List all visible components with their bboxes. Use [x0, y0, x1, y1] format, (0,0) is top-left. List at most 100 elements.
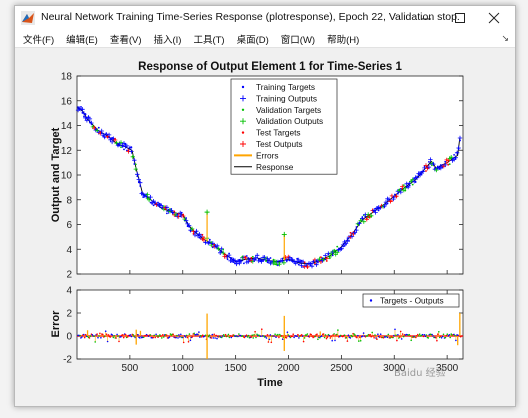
error-point — [435, 337, 437, 339]
error-point — [377, 333, 379, 336]
output-point — [210, 241, 215, 246]
error-point — [266, 334, 269, 336]
target-point — [315, 259, 318, 262]
error-point — [453, 333, 455, 336]
output-point — [317, 256, 322, 262]
error-point — [324, 334, 327, 336]
target-point — [399, 188, 402, 190]
target-point — [331, 254, 334, 257]
output-point — [456, 145, 461, 151]
target-point — [448, 163, 451, 165]
output-point — [299, 263, 304, 268]
error-point — [105, 333, 108, 336]
error-point — [436, 339, 438, 342]
menu-insert[interactable]: 插入(I) — [153, 34, 182, 46]
error-point — [337, 329, 339, 331]
output-point — [428, 157, 433, 162]
menubar-expand-icon[interactable]: ↘ — [501, 34, 509, 44]
error-point — [357, 334, 359, 337]
error-point — [93, 335, 95, 338]
error-point — [394, 328, 396, 331]
output-point — [315, 259, 321, 264]
error-point — [431, 333, 433, 336]
error-point — [274, 333, 276, 336]
output-point — [138, 180, 143, 185]
error-point — [189, 339, 192, 342]
output-point — [394, 194, 399, 199]
target-point — [80, 106, 82, 108]
error-point — [122, 336, 125, 339]
target-point — [324, 258, 327, 261]
error-point — [231, 335, 233, 338]
menu-desktop[interactable]: 桌面(D) — [236, 34, 269, 46]
error-point — [425, 334, 428, 336]
output-point — [398, 189, 403, 195]
target-point — [349, 231, 352, 234]
close-button[interactable] — [479, 6, 509, 30]
error-point — [246, 336, 249, 338]
target-point — [146, 197, 149, 200]
error-point — [137, 334, 139, 336]
error-ytick-label: -2 — [63, 355, 72, 366]
error-point — [358, 340, 360, 342]
error-point — [301, 335, 304, 337]
error-point — [401, 333, 404, 335]
error-point — [250, 336, 253, 338]
target-point — [84, 113, 87, 116]
minimize-button[interactable] — [411, 6, 441, 30]
legend-entry-label: Training Targets — [256, 82, 315, 92]
target-point — [445, 162, 448, 164]
menu-view[interactable]: 查看(V) — [109, 34, 142, 46]
error-xtick-label: 1000 — [172, 363, 195, 374]
output-point — [369, 213, 374, 218]
target-point — [142, 196, 145, 199]
target-point — [334, 249, 337, 252]
error-point — [88, 337, 91, 339]
error-point — [379, 333, 382, 336]
output-point — [133, 166, 138, 172]
menu-help[interactable]: 帮助(H) — [327, 34, 360, 46]
error-point — [120, 336, 122, 338]
legend-entry-label: Targets - Outputs — [380, 296, 444, 306]
output-point — [221, 250, 226, 256]
output-point — [391, 196, 396, 202]
output-point — [382, 203, 387, 209]
error-point — [222, 334, 225, 336]
menu-file[interactable]: 文件(F) — [23, 34, 55, 46]
error-point — [254, 330, 256, 333]
output-point — [343, 241, 349, 246]
error-xtick-label: 1500 — [225, 363, 248, 374]
output-point — [265, 256, 270, 261]
target-point — [173, 210, 176, 213]
response-ytick-label: 12 — [61, 146, 73, 157]
error-point — [269, 334, 272, 336]
error-point — [91, 334, 94, 336]
error-point — [84, 333, 87, 336]
target-point — [247, 257, 250, 259]
output-point — [361, 219, 366, 224]
menu-tools[interactable]: 工具(T) — [193, 34, 225, 46]
error-point — [160, 335, 162, 337]
error-point — [79, 334, 81, 337]
error-point — [346, 340, 349, 342]
output-point — [309, 264, 315, 269]
error-point — [459, 335, 462, 338]
error-point — [157, 336, 159, 339]
error-point — [158, 335, 160, 337]
error-point — [112, 336, 115, 339]
output-point — [457, 135, 463, 141]
error-point — [362, 332, 365, 334]
error-point — [168, 336, 171, 338]
output-point — [118, 140, 124, 145]
menu-window[interactable]: 窗口(W) — [280, 34, 316, 46]
output-point — [364, 217, 369, 222]
target-point — [97, 126, 100, 129]
maximize-button[interactable] — [445, 6, 475, 30]
output-point — [431, 161, 436, 167]
menu-edit[interactable]: 编辑(E) — [66, 34, 98, 46]
error-point — [415, 336, 417, 339]
error-point — [370, 335, 373, 338]
error-point — [211, 333, 214, 336]
target-point — [413, 177, 415, 180]
error-point — [142, 336, 145, 339]
